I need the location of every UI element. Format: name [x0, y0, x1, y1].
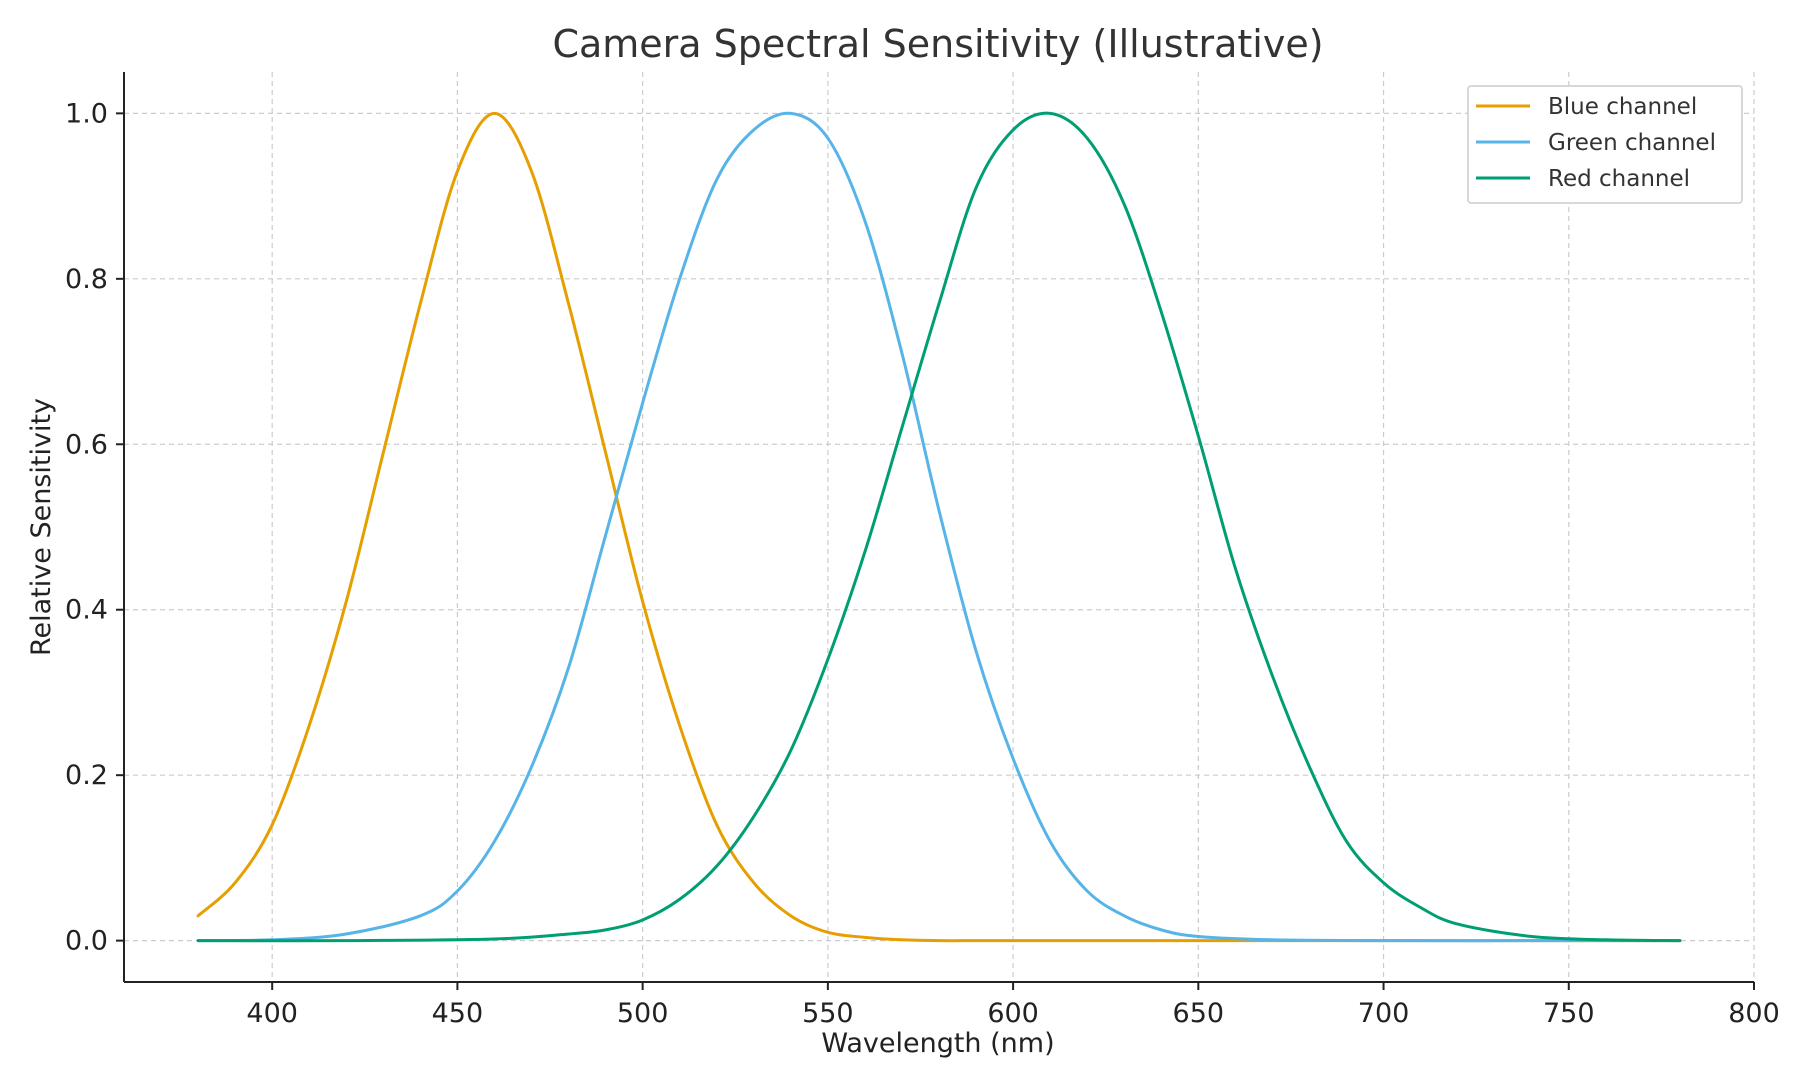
- blue-channel-legend-label: Blue channel: [1548, 94, 1697, 120]
- x-tick-label: 600: [987, 998, 1039, 1029]
- y-tick-label: 0.2: [65, 760, 108, 791]
- red-channel-legend-label: Red channel: [1548, 166, 1690, 192]
- y-tick-label: 1.0: [65, 98, 108, 129]
- y-tick-label: 0.4: [65, 595, 108, 626]
- y-tick-label: 0.8: [65, 264, 108, 295]
- x-tick-label: 800: [1728, 998, 1780, 1029]
- x-axis-title: Wavelength (nm): [821, 1028, 1054, 1059]
- blue-channel-line: [196, 111, 1682, 943]
- x-tick-label: 550: [802, 998, 854, 1029]
- green-channel-line: [196, 111, 1682, 943]
- axes: [123, 72, 1754, 983]
- x-tick-label: 400: [246, 998, 298, 1029]
- x-tick-label: 650: [1173, 998, 1225, 1029]
- legend: Blue channel Green channel Red channel: [1467, 85, 1743, 204]
- tick-marks: 400 450 500 550 600 650 700 750 800 0.0 0.2 0.4 0.6 0…: [65, 98, 1780, 1029]
- series-lines: [196, 111, 1682, 943]
- x-tick-label: 700: [1358, 998, 1410, 1029]
- x-tick-label: 500: [617, 998, 669, 1029]
- legend-frame: [1467, 85, 1743, 204]
- y-tick-label: 0.0: [65, 926, 108, 957]
- y-axis-title: Relative Sensitivity: [26, 398, 57, 656]
- x-tick-label: 450: [432, 998, 484, 1029]
- green-channel-legend-label: Green channel: [1548, 130, 1716, 156]
- x-tick-label: 750: [1543, 998, 1595, 1029]
- chart-title: Camera Spectral Sensitivity (Illustrativ…: [552, 22, 1323, 66]
- y-tick-label: 0.6: [65, 429, 108, 460]
- red-channel-line: [196, 111, 1682, 943]
- grid-lines: [124, 72, 1755, 982]
- legend-items: Blue channel Green channel Red channel: [1476, 94, 1716, 192]
